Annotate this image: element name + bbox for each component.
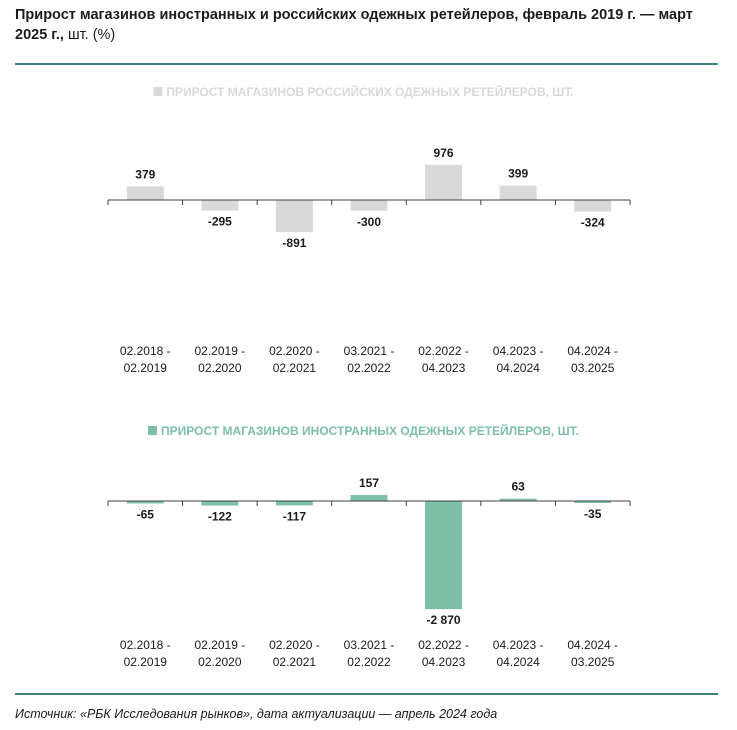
- data-label: 399: [508, 167, 528, 181]
- bar: [275, 200, 313, 233]
- x-tick-label: 02.2019 -: [194, 344, 245, 358]
- data-label: -35: [584, 507, 602, 521]
- x-tick-label: 02.2020: [198, 361, 242, 375]
- russian-retailers-bar-chart: ПРИРОСТ МАГАЗИНОВ РОССИЙСКИХ ОДЕЖНЫХ РЕТ…: [107, 84, 631, 375]
- x-tick-label: 04.2024: [496, 361, 540, 375]
- x-tick-label: 04.2023: [422, 655, 466, 669]
- legend-swatch: [153, 87, 163, 96]
- data-label: -295: [208, 215, 232, 229]
- x-tick-label: 04.2024: [496, 655, 540, 669]
- x-tick-label: 02.2022: [347, 655, 391, 669]
- bar: [126, 501, 164, 504]
- foreign-retailers-bar-chart: ПРИРОСТ МАГАЗИНОВ ИНОСТРАННЫХ ОДЕЖНЫХ РЕ…: [107, 423, 631, 669]
- x-tick-label: 02.2018 -: [120, 344, 171, 358]
- bar: [425, 164, 463, 200]
- top-divider: [15, 63, 718, 65]
- x-tick-label: 02.2021: [273, 361, 317, 375]
- bottom-divider: [15, 693, 718, 695]
- bar: [499, 498, 537, 501]
- chart-title-main: Прирост магазинов иностранных и российск…: [15, 7, 693, 43]
- bar: [425, 501, 463, 610]
- data-label: 976: [434, 146, 454, 160]
- bar: [350, 200, 388, 211]
- bar: [574, 200, 612, 212]
- x-tick-label: 03.2025: [571, 361, 615, 375]
- bar: [275, 501, 313, 506]
- data-label: -117: [283, 509, 307, 523]
- chart-title-unit: шт. (%): [63, 27, 116, 43]
- x-tick-label: 02.2022 -: [418, 344, 469, 358]
- legend-swatch: [148, 426, 158, 435]
- x-tick-label: 03.2021 -: [344, 638, 395, 652]
- legend-label: ПРИРОСТ МАГАЗИНОВ РОССИЙСКИХ ОДЕЖНЫХ РЕТ…: [166, 84, 573, 99]
- x-tick-label: 02.2019 -: [194, 638, 245, 652]
- x-tick-label: 02.2021: [273, 655, 317, 669]
- bar: [126, 186, 164, 200]
- x-tick-label: 04.2023: [422, 361, 466, 375]
- bar: [574, 501, 612, 503]
- bar: [201, 200, 239, 211]
- bar: [499, 185, 537, 200]
- x-tick-label: 02.2020 -: [269, 638, 320, 652]
- data-label: -324: [581, 216, 605, 230]
- x-tick-label: 02.2020 -: [269, 344, 320, 358]
- data-label: -2 870: [427, 613, 461, 627]
- x-tick-label: 02.2022: [347, 361, 391, 375]
- x-tick-label: 02.2019: [124, 361, 168, 375]
- x-tick-label: 03.2021 -: [344, 344, 395, 358]
- source-note: Источник: «РБК Исследования рынков», дат…: [15, 707, 498, 721]
- data-label: 157: [359, 476, 379, 490]
- x-tick-label: 02.2018 -: [120, 638, 171, 652]
- data-label: -65: [137, 507, 155, 521]
- x-tick-label: 04.2024 -: [567, 638, 618, 652]
- x-tick-label: 04.2024 -: [567, 344, 618, 358]
- x-tick-label: 02.2022 -: [418, 638, 469, 652]
- bar: [201, 501, 239, 506]
- x-tick-label: 04.2023 -: [493, 638, 544, 652]
- x-tick-label: 04.2023 -: [493, 344, 544, 358]
- data-label: -891: [282, 236, 306, 250]
- bar: [350, 495, 388, 501]
- x-tick-label: 02.2019: [124, 655, 168, 669]
- data-label: -122: [208, 510, 232, 524]
- data-label: 379: [135, 167, 155, 181]
- x-tick-label: 02.2020: [198, 655, 242, 669]
- x-tick-label: 03.2025: [571, 655, 615, 669]
- chart-title: Прирост магазинов иностранных и российск…: [15, 5, 725, 45]
- data-label: -300: [357, 215, 381, 229]
- legend-label: ПРИРОСТ МАГАЗИНОВ ИНОСТРАННЫХ ОДЕЖНЫХ РЕ…: [161, 423, 579, 438]
- data-label: 63: [511, 480, 525, 494]
